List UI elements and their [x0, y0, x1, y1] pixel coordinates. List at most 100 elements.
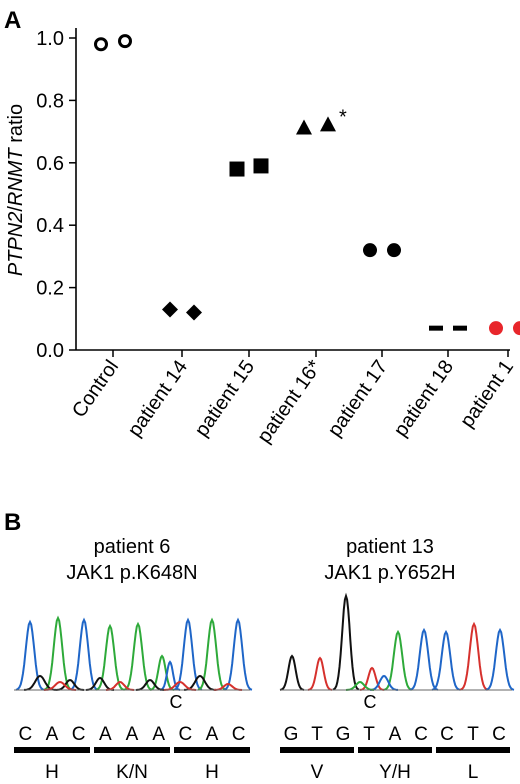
right-codon-bar: [280, 747, 354, 753]
data-point: [94, 37, 108, 52]
right-codon-bar: [358, 747, 432, 753]
left-title-patient: patient 6: [94, 536, 171, 558]
y-label-suffix: ratio: [5, 104, 27, 148]
y-tick-label: 0.2: [36, 278, 64, 300]
right-peak-T: [307, 656, 333, 691]
significance-annotation: *: [339, 106, 347, 128]
left-peak-C: [69, 617, 99, 691]
y-label-sep: /: [5, 206, 27, 212]
left-base-letter: A: [46, 724, 59, 745]
left-peak-A: [197, 617, 227, 691]
right-base-letter: C: [414, 724, 428, 745]
right-base-letter: T: [467, 724, 479, 745]
left-sequence: C A C A A A C A CH K/N H: [14, 724, 250, 783]
data-point: [186, 304, 202, 321]
left-title-mutation: JAK1 p.K648N: [66, 562, 197, 584]
data-point: [320, 116, 336, 132]
right-amino-acid: V: [311, 762, 324, 783]
left-peak-C: [173, 617, 203, 691]
x-tick-label: patient 14: [124, 356, 192, 441]
right-base-letter: G: [336, 724, 351, 745]
left-peak-G: [135, 678, 165, 691]
left-amino-acid: H: [205, 762, 219, 783]
right-amino-acid: Y/H: [379, 762, 411, 783]
left-base-letter: C: [72, 724, 86, 745]
left-chromatogram: [14, 615, 253, 691]
data-points: [94, 34, 520, 336]
left-base-letter: A: [126, 724, 139, 745]
x-tick-label: patient 17: [324, 356, 392, 441]
left-peak-T: [43, 680, 77, 691]
data-point: [118, 34, 132, 49]
right-codon-bar: [436, 747, 510, 753]
left-base-letter: C: [18, 724, 32, 745]
left-peak-G: [55, 678, 85, 691]
right-peak-C: [409, 627, 439, 691]
right-peak-C: [485, 627, 515, 691]
left-base-letter: A: [152, 724, 165, 745]
x-tick-label: patient 15: [191, 356, 259, 441]
right-title-patient: patient 13: [346, 536, 434, 558]
panel-b-chromatograms: B patient 6 JAK1 p.K648N patient 13 JAK1…: [4, 509, 515, 783]
panel-b-letter: B: [4, 509, 21, 536]
left-peak-C: [15, 619, 45, 691]
y-tick-label: 0.6: [36, 153, 64, 175]
right-peak-C: [370, 674, 398, 691]
right-title-mutation: JAK1 p.Y652H: [324, 562, 455, 584]
left-peak-T: [163, 680, 197, 691]
left-codon-bar: [174, 747, 250, 753]
y-ticks: 0.0 0.2 0.4 0.6 0.8 1.0: [36, 28, 76, 362]
x-tick-label: Control: [68, 356, 123, 421]
right-base-letter: C: [492, 724, 506, 745]
y-tick-label: 0.0: [36, 340, 64, 362]
right-peak-C: [431, 629, 461, 691]
y-tick-label: 0.4: [36, 215, 64, 237]
left-peak-C: [223, 617, 253, 691]
panel-a-letter: A: [4, 7, 21, 34]
data-point: [513, 321, 520, 336]
y-tick-label: 0.8: [36, 90, 64, 112]
left-peak-T: [105, 680, 135, 691]
right-peak-A: [345, 680, 375, 691]
x-tick-label: patient 16*: [253, 356, 326, 447]
right-peak-G: [332, 592, 360, 691]
data-point: [387, 243, 401, 258]
data-point: [253, 158, 269, 174]
left-codon-bar: [94, 747, 170, 753]
right-amino-acid: L: [468, 762, 479, 783]
right-chromatogram: [279, 592, 515, 691]
data-point: [363, 243, 377, 258]
right-base-letter: T: [363, 724, 375, 745]
left-codon-bar: [14, 747, 90, 753]
left-base-letter: A: [99, 724, 112, 745]
data-point: [162, 301, 178, 318]
left-base-letter: C: [178, 724, 192, 745]
x-tick-label: patient 1: [456, 356, 518, 431]
left-peak-A: [43, 615, 73, 691]
y-tick-label: 1.0: [36, 28, 64, 50]
right-base-letter: G: [284, 724, 299, 745]
x-tick-label: patient 18: [390, 356, 458, 441]
right-base-letter: T: [311, 724, 323, 745]
left-peak-A: [123, 621, 153, 691]
right-peak-A: [383, 629, 413, 691]
y-label-part1: PTPN2: [5, 212, 27, 276]
y-label-part2: RNMT: [5, 147, 27, 207]
data-point: [489, 321, 503, 336]
panel-a-chart: A PTPN2/RNMT ratio 0.0 0.2 0.4 0.6 0.8 1.0 Co…: [4, 7, 520, 447]
right-sequence: G T G T A C C T CV Y/H L: [280, 724, 510, 783]
right-peak-T: [459, 621, 489, 691]
left-peak-A: [95, 623, 125, 691]
right-base-letter: A: [389, 724, 402, 745]
left-variant-base: C: [170, 692, 183, 712]
left-amino-acid: H: [45, 762, 59, 783]
data-point: [429, 325, 443, 331]
left-peak-A: [149, 654, 175, 691]
left-base-letter: C: [232, 724, 246, 745]
data-point: [229, 161, 245, 177]
right-variant-base: C: [364, 692, 377, 712]
right-base-letter: C: [440, 724, 454, 745]
data-point: [453, 325, 467, 331]
left-base-letter: A: [206, 724, 219, 745]
